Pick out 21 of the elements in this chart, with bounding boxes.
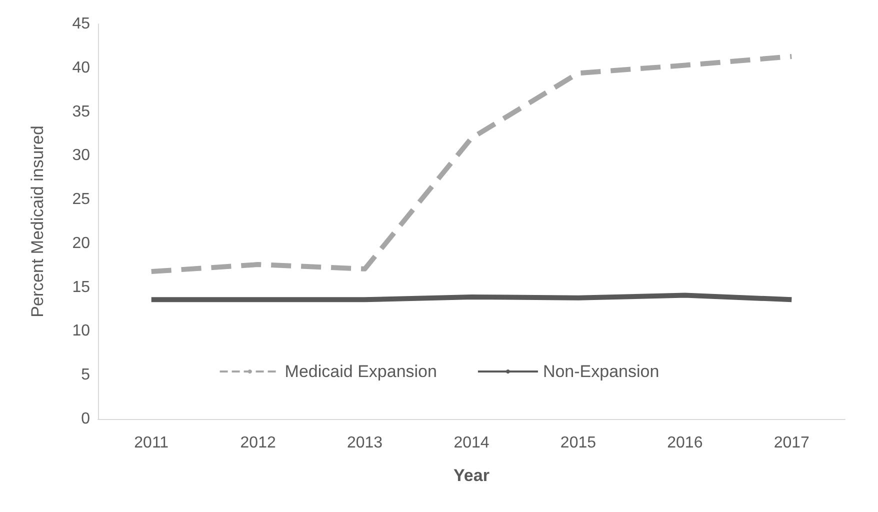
y-tick-label: 5: [81, 366, 90, 384]
x-tick-label: 2016: [667, 434, 703, 452]
legend-label: Non-Expansion: [542, 362, 660, 381]
x-tick-label: 2011: [134, 434, 169, 452]
x-tick-label: 2015: [560, 434, 596, 452]
legend-label: Medicaid Expansion: [284, 362, 437, 381]
y-tick-label: 0: [81, 410, 90, 428]
y-tick-label: 10: [72, 322, 90, 340]
x-tick-label: 2014: [454, 434, 490, 452]
y-tick-label: 25: [72, 191, 90, 208]
x-tick-label: 2013: [346, 434, 383, 452]
x-axis-title: Year: [454, 466, 490, 485]
y-tick-label: 20: [72, 234, 90, 252]
y-tick-label: 35: [72, 103, 90, 120]
y-axis-title: Percent Medicaid insured: [28, 126, 47, 318]
y-tick-label: 40: [72, 59, 90, 76]
y-tick-label: 15: [72, 278, 90, 296]
y-tick-label: 45: [72, 16, 90, 32]
y-tick-label: 30: [72, 147, 90, 164]
x-tick-label: 2012: [240, 434, 276, 452]
x-tick-label: 2017: [774, 434, 810, 452]
